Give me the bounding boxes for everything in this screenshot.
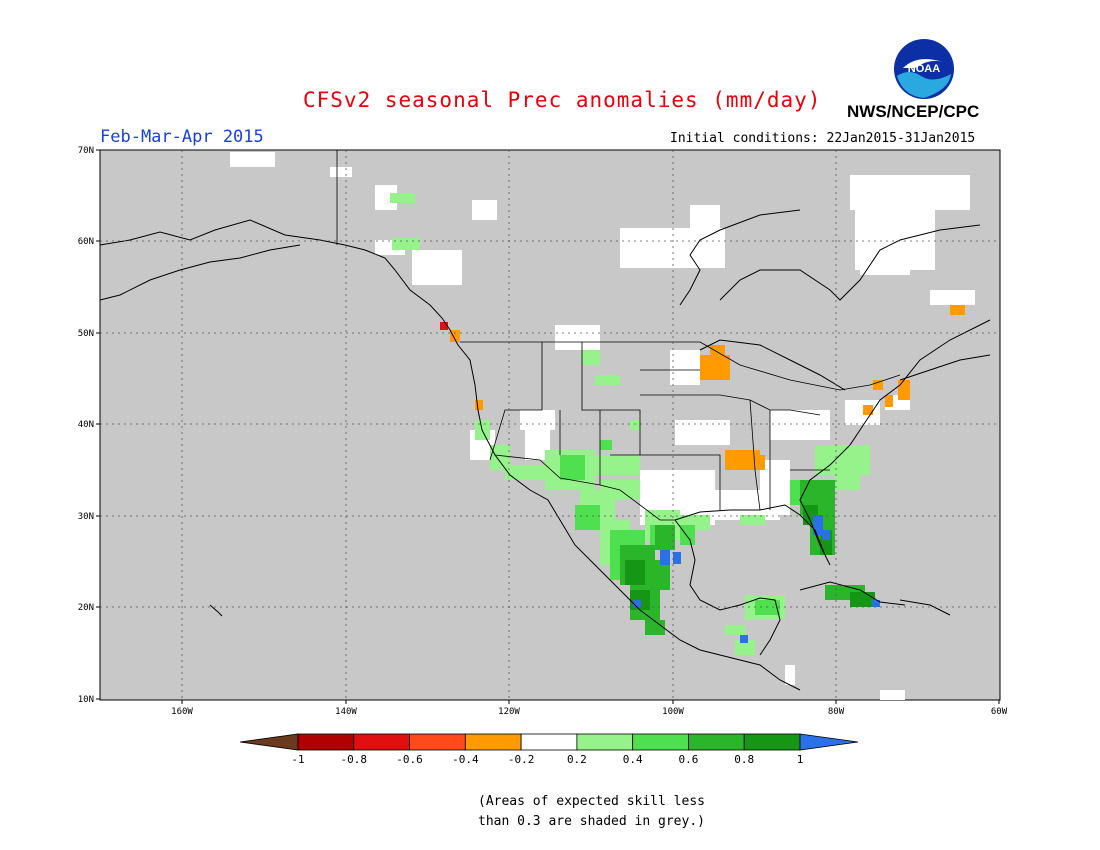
blue-anomaly-areas [633, 515, 880, 643]
agency-label: NWS/NCEP/CPC [847, 102, 980, 121]
legend-bin [353, 733, 410, 751]
lat-label: 40N [78, 420, 94, 430]
legend-bin [520, 733, 578, 751]
legend-tick-label: -0.8 [341, 753, 368, 766]
lon-label: 100W [662, 707, 684, 717]
lon-label: 120W [498, 707, 520, 717]
lon-label: 160W [171, 707, 193, 717]
legend-tick-label: 0.8 [734, 753, 754, 766]
orange-anomaly-areas [450, 305, 965, 470]
legend-tick-label: -0.4 [452, 753, 479, 766]
legend-bin [576, 733, 634, 751]
noaa-logo-text: NOAA [908, 63, 940, 75]
legend-bin [464, 733, 522, 751]
lat-label: 70N [78, 146, 94, 156]
legend-tick-label: 0.4 [623, 753, 643, 766]
legend-bin [743, 733, 801, 751]
initial-conditions: Initial conditions: 22Jan2015-31Jan2015 [670, 131, 976, 146]
longitude-labels: 160W 140W 120W 100W 80W 60W [171, 707, 1008, 717]
lat-label: 10N [78, 695, 94, 705]
legend-tick-label: -0.2 [508, 753, 534, 766]
lon-label: 60W [991, 707, 1008, 717]
legend-tick-label: 1 [797, 753, 804, 766]
lat-label: 30N [78, 512, 94, 522]
legend-tick-label: 0.6 [679, 753, 699, 766]
dark-green-anomaly-areas [620, 480, 865, 635]
axis-ticks [96, 149, 1000, 704]
latitude-labels: 70N 60N 50N 40N 30N 20N 10N [78, 146, 94, 705]
legend-tick-label: -0.6 [396, 753, 423, 766]
lon-label: 140W [335, 707, 357, 717]
political-borders [336, 150, 901, 521]
legend-bin [239, 733, 299, 751]
skill-note-line1: (Areas of expected skill less [478, 794, 705, 809]
legend-bins [239, 733, 859, 751]
noaa-logo: NOAA [893, 38, 955, 100]
legend-bin [409, 733, 466, 751]
lat-label: 20N [78, 603, 94, 613]
forecast-period: Feb-Mar-Apr 2015 [100, 127, 264, 147]
legend-tick-labels: -1 -0.8 -0.6 -0.4 -0.2 0.2 0.4 0.6 0.8 1 [291, 753, 803, 766]
color-legend: -1 -0.8 -0.6 -0.4 -0.2 0.2 0.4 0.6 0.8 1 [239, 733, 859, 766]
legend-tick-label: 0.2 [567, 753, 587, 766]
lon-label: 80W [828, 707, 845, 717]
red-anomaly-spot [440, 322, 448, 330]
coastlines [99, 209, 991, 691]
chart-title: CFSv2 seasonal Prec anomalies (mm/day) [303, 88, 822, 112]
legend-bin [297, 733, 355, 751]
skill-note: (Areas of expected skill less than 0.3 a… [478, 792, 705, 832]
legend-bin [632, 733, 689, 751]
lat-label: 60N [78, 237, 94, 247]
skill-note-line2: than 0.3 are shaded in grey.) [478, 814, 705, 829]
legend-bin [799, 733, 859, 751]
graticule [100, 150, 1000, 700]
lat-label: 50N [78, 329, 94, 339]
legend-tick-label: -1 [291, 753, 304, 766]
legend-bin [688, 733, 745, 751]
